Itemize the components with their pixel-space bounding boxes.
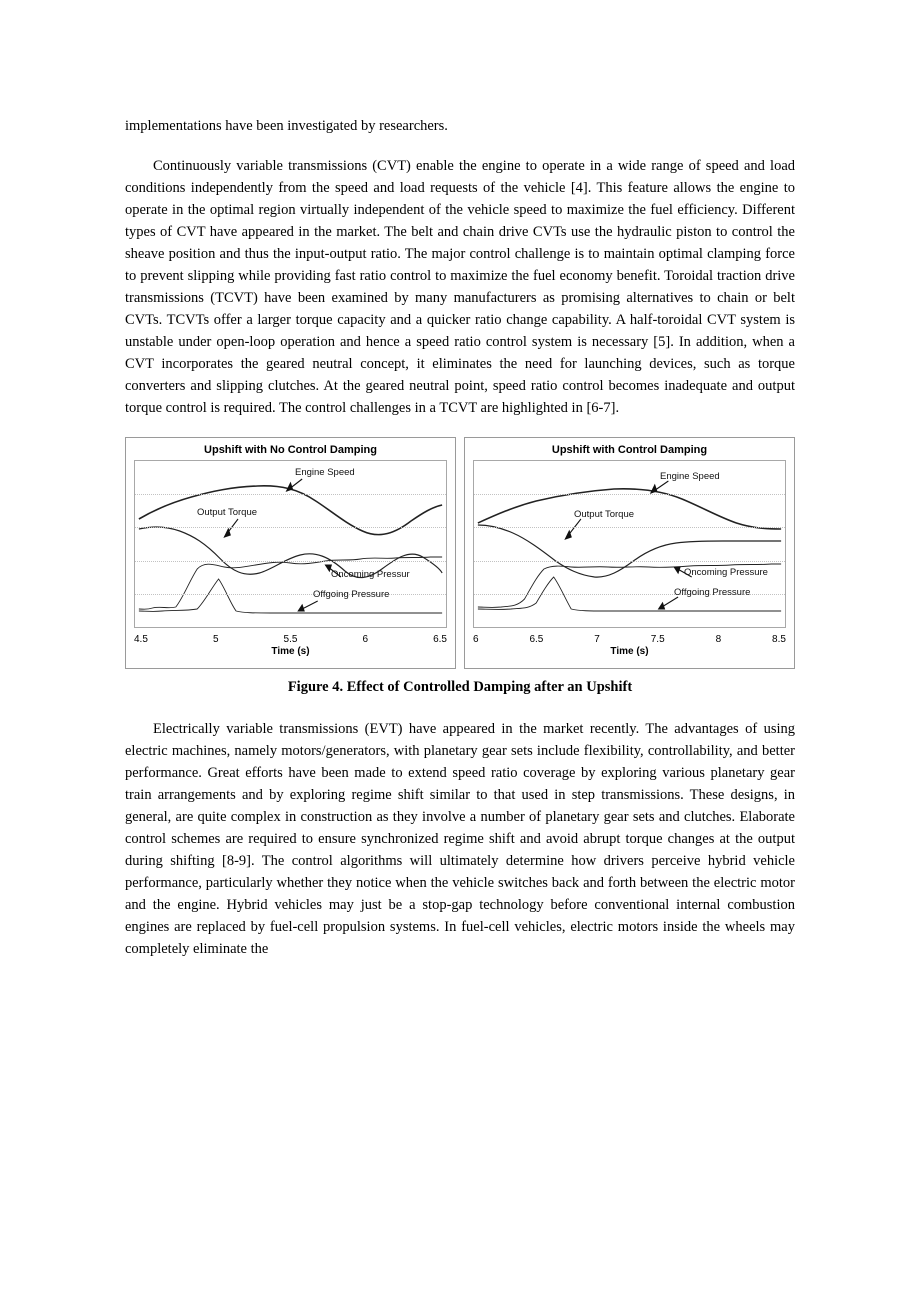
chart-right-title: Upshift with Control Damping bbox=[465, 438, 794, 458]
chart-left-title: Upshift with No Control Damping bbox=[126, 438, 455, 458]
curve-oncoming-pressure bbox=[139, 557, 442, 609]
label-engine-speed: Engine Speed bbox=[295, 467, 355, 478]
label-offgoing-pressure: Offgoing Pressure bbox=[674, 587, 750, 598]
chart-right: Upshift with Control Damping bbox=[464, 437, 795, 669]
label-engine-speed: Engine Speed bbox=[660, 471, 720, 482]
arrowhead-icon bbox=[659, 603, 665, 609]
chart-right-svg bbox=[474, 461, 785, 627]
xtick: 6.5 bbox=[529, 634, 543, 645]
paragraph-2: Continuously variable transmissions (CVT… bbox=[125, 155, 795, 419]
arrowhead-icon bbox=[298, 605, 304, 611]
curve-offgoing-pressure bbox=[139, 579, 442, 613]
arrowhead-icon bbox=[287, 483, 293, 491]
figure-4-caption: Figure 4. Effect of Controlled Damping a… bbox=[125, 679, 795, 696]
xtick: 7.5 bbox=[651, 634, 665, 645]
label-oncoming-pressure: Oncoming Pressure bbox=[684, 567, 768, 578]
figure-4-row: Upshift with No Control Damping bbox=[125, 437, 795, 669]
paragraph-3: Electrically variable transmissions (EVT… bbox=[125, 718, 795, 960]
xtick: 6 bbox=[362, 634, 368, 645]
arrowhead-icon bbox=[651, 485, 657, 493]
arrowhead-icon bbox=[674, 567, 680, 573]
xtick: 4.5 bbox=[134, 634, 148, 645]
page-container: implementations have been investigated b… bbox=[0, 0, 920, 1058]
xtick: 8 bbox=[716, 634, 722, 645]
chart-left: Upshift with No Control Damping bbox=[125, 437, 456, 669]
xtick: 7 bbox=[594, 634, 600, 645]
label-output-torque: Output Torque bbox=[197, 507, 257, 518]
label-output-torque: Output Torque bbox=[574, 509, 634, 520]
xtick: 8.5 bbox=[772, 634, 786, 645]
chart-left-plot: Engine Speed Output Torque Oncoming Pres… bbox=[134, 460, 447, 628]
chart-right-xlabel: Time (s) bbox=[465, 646, 794, 657]
chart-right-xaxis: 6 6.5 7 7.5 8 8.5 Time (s) bbox=[465, 632, 794, 645]
chart-left-xlabel: Time (s) bbox=[126, 646, 455, 657]
xtick: 6.5 bbox=[433, 634, 447, 645]
label-offgoing-pressure: Offgoing Pressure bbox=[313, 589, 389, 600]
chart-left-xaxis: 4.5 5 5.5 6 6.5 Time (s) bbox=[126, 632, 455, 645]
xtick: 6 bbox=[473, 634, 479, 645]
xtick: 5 bbox=[213, 634, 219, 645]
xtick: 5.5 bbox=[284, 634, 298, 645]
label-oncoming-pressure: Oncoming Pressur bbox=[331, 569, 410, 580]
paragraph-1: implementations have been investigated b… bbox=[125, 115, 795, 137]
chart-left-svg bbox=[135, 461, 446, 627]
chart-right-plot: Engine Speed Output Torque Oncoming Pres… bbox=[473, 460, 786, 628]
